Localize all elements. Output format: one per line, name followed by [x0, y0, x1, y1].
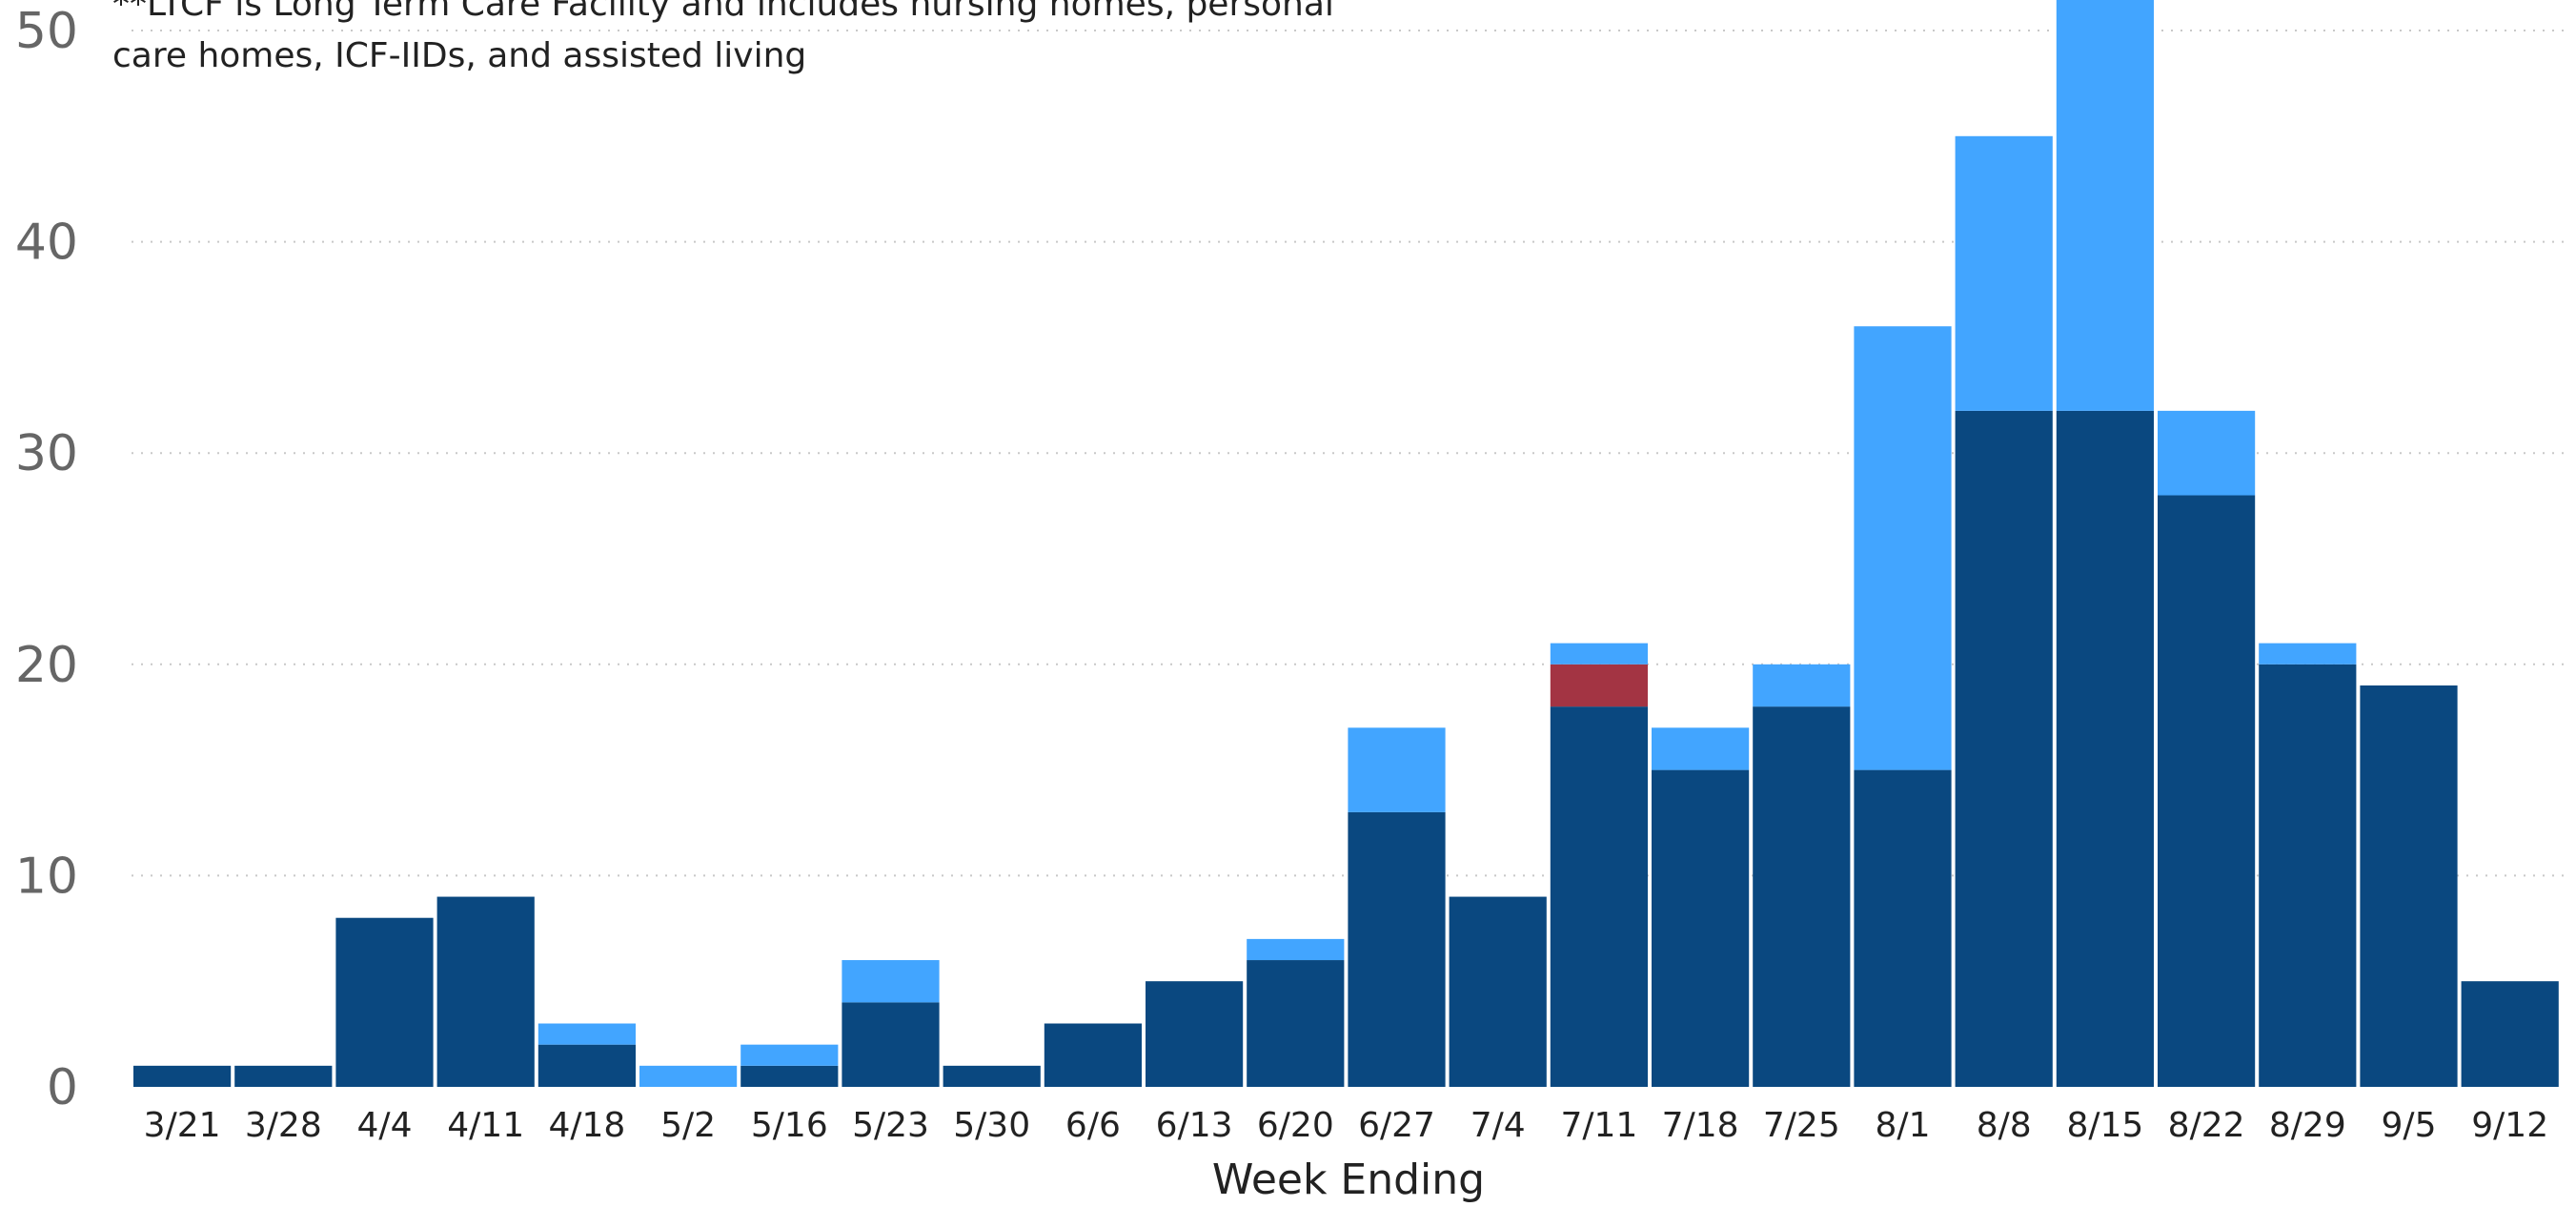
- x-tick-label: 6/20: [1257, 1106, 1334, 1145]
- bar-segment-series-0-5/23: [842, 1002, 940, 1087]
- bar-segment-series-0-7/18: [1652, 769, 1750, 1087]
- bar-segment-series-2-6/27: [1348, 727, 1446, 812]
- x-tick-label: 9/5: [2382, 1106, 2437, 1145]
- x-tick-label: 4/18: [548, 1106, 625, 1145]
- bar-segment-series-0-5/30: [943, 1065, 1041, 1087]
- bar-segment-series-0-3/21: [133, 1065, 232, 1087]
- footnote-annotation: **LTCF is Long Term Care Facility and in…: [112, 0, 1334, 75]
- bar-segment-series-2-7/11: [1550, 643, 1648, 665]
- y-axis: 0 10 20 30 40 50: [15, 3, 78, 1116]
- x-tick-label: 7/18: [1662, 1106, 1739, 1145]
- bar-segment-series-0-8/8: [1955, 410, 2053, 1087]
- x-tick-label: 9/12: [2471, 1106, 2548, 1145]
- bar-segment-series-2-6/20: [1247, 938, 1345, 961]
- bar-segment-series-0-6/6: [1044, 1023, 1142, 1087]
- x-tick-label: 6/27: [1358, 1106, 1435, 1145]
- bar-segment-series-0-3/28: [234, 1065, 333, 1087]
- x-tick-label: 3/21: [144, 1106, 221, 1145]
- x-tick-label: 7/11: [1560, 1106, 1637, 1145]
- bar-segment-series-2-8/22: [2158, 410, 2256, 496]
- bar-segment-series-2-8/1: [1854, 326, 1952, 770]
- bar-segment-series-2-8/8: [1955, 135, 2053, 411]
- bar-segment-series-2-7/25: [1753, 664, 1851, 707]
- footnote-line-1: **LTCF is Long Term Care Facility and in…: [112, 0, 1334, 24]
- x-axis: 3/21 3/28 4/4 4/11 4/18 5/2 5/16 5/23 5/30 6/6 6/1…: [144, 1106, 2548, 1145]
- bar-segment-series-2-5/23: [842, 960, 940, 1003]
- x-tick-label: 4/4: [357, 1106, 413, 1145]
- x-tick-label: 6/13: [1156, 1106, 1233, 1145]
- bar-segment-series-2-5/2: [639, 1065, 738, 1087]
- x-tick-label: 8/29: [2269, 1106, 2346, 1145]
- x-tick-label: 5/2: [660, 1106, 716, 1145]
- bar-segment-series-0-4/18: [538, 1044, 636, 1087]
- bar-segment-series-0-6/20: [1247, 960, 1345, 1087]
- y-tick-label: 30: [15, 425, 78, 482]
- bar-segment-series-0-7/11: [1550, 706, 1648, 1087]
- y-tick-label: 10: [15, 848, 78, 905]
- y-tick-label: 20: [15, 637, 78, 694]
- y-tick-label: 50: [15, 3, 78, 60]
- bar-segment-series-0-4/11: [436, 896, 535, 1087]
- bar-segment-series-0-9/12: [2461, 981, 2559, 1087]
- bar-segment-series-0-6/27: [1348, 811, 1446, 1087]
- bar-segment-series-0-7/4: [1449, 896, 1547, 1087]
- x-tick-label: 8/22: [2168, 1106, 2245, 1145]
- bar-segment-series-0-8/1: [1854, 769, 1952, 1087]
- y-tick-label: 0: [47, 1059, 78, 1116]
- x-tick-label: 8/8: [1977, 1106, 2032, 1145]
- bar-segment-series-0-4/4: [335, 917, 434, 1087]
- bar-segment-series-0-8/15: [2056, 410, 2154, 1087]
- bar-segment-series-2-8/15: [2056, 0, 2154, 411]
- bar-segment-series-2-8/29: [2259, 643, 2357, 665]
- x-tick-label: 3/28: [245, 1106, 322, 1145]
- x-tick-label: 7/25: [1763, 1106, 1840, 1145]
- bar-segment-series-0-6/13: [1146, 981, 1244, 1087]
- x-tick-label: 6/6: [1065, 1106, 1121, 1145]
- footnote-line-2: care homes, ICF-IIDs, and assisted livin…: [112, 36, 806, 75]
- bar-segment-series-2-4/18: [538, 1023, 636, 1045]
- bar-segment-series-0-9/5: [2360, 685, 2458, 1087]
- x-tick-label: 5/30: [953, 1106, 1030, 1145]
- bar-segment-series-0-5/16: [740, 1065, 839, 1087]
- bar-segment-series-2-7/18: [1652, 727, 1750, 770]
- bar-segment-series-2-5/16: [740, 1044, 839, 1066]
- x-tick-label: 5/23: [852, 1106, 929, 1145]
- bar-segment-series-0-8/29: [2259, 664, 2357, 1087]
- y-tick-label: 40: [15, 215, 78, 272]
- x-tick-label: 7/4: [1471, 1106, 1526, 1145]
- bar-segment-series-0-8/22: [2158, 495, 2256, 1087]
- x-tick-label: 8/1: [1876, 1106, 1931, 1145]
- bar-segment-series-0-7/25: [1753, 706, 1851, 1087]
- x-tick-label: 8/15: [2066, 1106, 2143, 1145]
- x-tick-label: 5/16: [751, 1106, 828, 1145]
- bars: [133, 0, 2559, 1087]
- x-axis-title: Week Ending: [1212, 1156, 1485, 1204]
- bar-segment-series-1-7/11: [1550, 664, 1648, 707]
- x-tick-label: 4/11: [447, 1106, 524, 1145]
